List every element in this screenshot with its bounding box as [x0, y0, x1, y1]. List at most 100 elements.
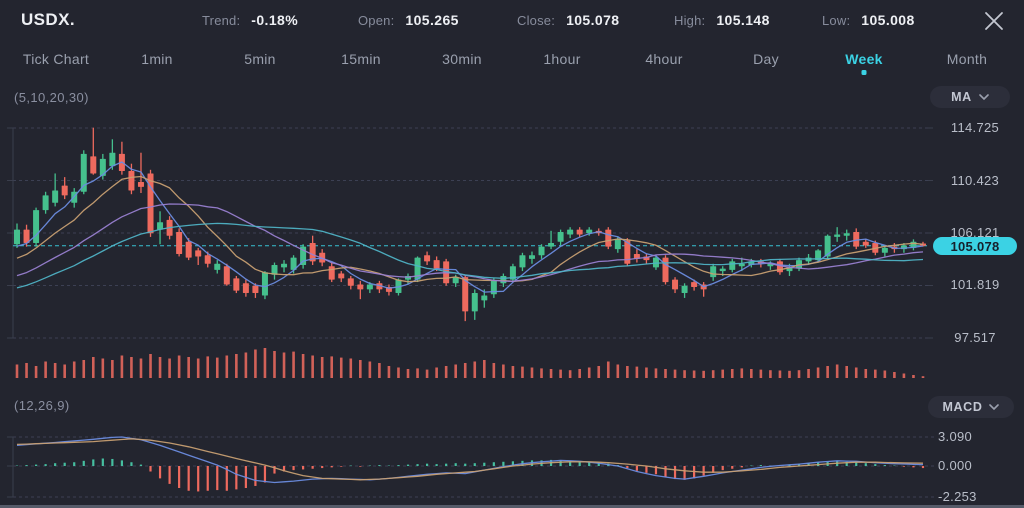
stat-value: 105.078	[566, 12, 620, 28]
volume-bar	[339, 357, 343, 378]
candle-body	[424, 255, 431, 262]
volume-bar	[540, 368, 543, 378]
tab-15min[interactable]: 15min	[341, 51, 381, 67]
volume-bar	[673, 369, 677, 378]
candle-body	[309, 243, 316, 262]
stat-value: 105.265	[405, 12, 459, 28]
volume-bar	[702, 370, 705, 378]
candle-body	[61, 185, 68, 196]
candle-body	[405, 275, 412, 280]
candle-body	[395, 279, 402, 294]
price-axis-label: 114.725	[950, 120, 1000, 135]
volume-bar	[597, 366, 601, 378]
price-axis-label: 106.121	[950, 225, 1000, 240]
candle-body	[576, 229, 583, 235]
ma-selector-button[interactable]: MA	[930, 86, 1010, 108]
candle-body	[185, 241, 192, 258]
volume-bar	[587, 367, 591, 378]
candle-body	[80, 153, 87, 192]
volume-bar	[149, 354, 152, 378]
volume-bar	[130, 357, 133, 378]
candle-body	[652, 257, 659, 268]
volume-bar	[559, 369, 562, 378]
volume-bar	[177, 355, 181, 378]
candle-body	[443, 261, 450, 284]
candle-body	[271, 264, 278, 275]
macd-axis-label: -2.253	[938, 489, 977, 504]
candle-body	[147, 173, 154, 234]
volume-bar	[902, 373, 906, 378]
volume-bar	[530, 367, 534, 378]
candle-body	[824, 235, 831, 257]
candle-body	[538, 246, 545, 256]
volume-bar	[626, 366, 629, 378]
candle-body	[729, 261, 736, 270]
candle-body	[719, 268, 726, 272]
volume-bar	[750, 369, 753, 378]
candle-body	[738, 263, 745, 267]
candle-body	[366, 284, 373, 290]
macd-lines	[16, 436, 924, 484]
candle-body	[33, 210, 40, 244]
volume-bar	[606, 361, 610, 378]
candle-body	[595, 230, 602, 234]
stat-trend: Trend: -0.18%	[202, 0, 298, 40]
tab-1min[interactable]: 1min	[141, 51, 173, 67]
candle-body	[14, 229, 20, 245]
candle-body	[300, 246, 307, 265]
candle-body	[347, 278, 354, 286]
volume-bar	[864, 369, 868, 378]
candle-body	[137, 182, 144, 187]
candle-body	[776, 261, 783, 273]
candle-body	[385, 286, 392, 292]
volume-bar	[330, 356, 334, 378]
candle-body	[586, 229, 593, 234]
ma10-line	[16, 175, 924, 283]
volume-bar	[15, 364, 19, 378]
volume-bar	[483, 360, 486, 378]
macd-axis-label: 3.090	[938, 429, 973, 444]
volume-bar	[187, 357, 190, 378]
volume-bar	[406, 369, 410, 378]
volume-bar	[788, 370, 791, 378]
volume-bar	[797, 370, 801, 378]
tab-4hour[interactable]: 4hour	[645, 51, 683, 67]
volume-bar	[435, 367, 438, 378]
volume-bar	[740, 368, 744, 378]
volume-bar	[921, 376, 925, 378]
candle-body	[853, 232, 860, 247]
candle-body	[662, 257, 669, 283]
bottom-edge-band	[0, 505, 1024, 508]
candle-body	[214, 263, 221, 270]
stat-label: Low:	[822, 12, 851, 28]
tab-week[interactable]: Week	[845, 51, 883, 67]
candle-body	[252, 285, 259, 294]
volume-bar	[912, 375, 915, 378]
candle-body	[90, 156, 97, 174]
tab-1hour[interactable]: 1hour	[543, 51, 581, 67]
ma-lines	[16, 161, 924, 293]
volume-bar	[282, 352, 286, 378]
volume-bar	[158, 357, 162, 378]
tab-tick-chart[interactable]: Tick Chart	[22, 51, 90, 67]
close-button[interactable]	[980, 7, 1008, 35]
volume-bar	[196, 358, 200, 378]
tab-day[interactable]: Day	[753, 51, 779, 67]
candle-body	[548, 243, 555, 247]
candle-body	[242, 283, 249, 294]
candle-body	[223, 266, 230, 285]
candle-body	[919, 243, 926, 246]
macd-axis-label: 0.000	[938, 458, 973, 473]
tab-5min[interactable]: 5min	[244, 51, 276, 67]
tab-month[interactable]: Month	[946, 51, 988, 67]
candle-body	[672, 279, 679, 290]
tab-30min[interactable]: 30min	[442, 51, 482, 67]
close-icon	[985, 12, 1003, 30]
ma5-line	[16, 161, 924, 293]
macd-selector-button[interactable]: MACD	[928, 396, 1014, 418]
candle-body	[605, 229, 612, 247]
volume-bar	[835, 364, 839, 378]
candle-body	[471, 293, 478, 312]
volume-bar	[120, 355, 124, 378]
